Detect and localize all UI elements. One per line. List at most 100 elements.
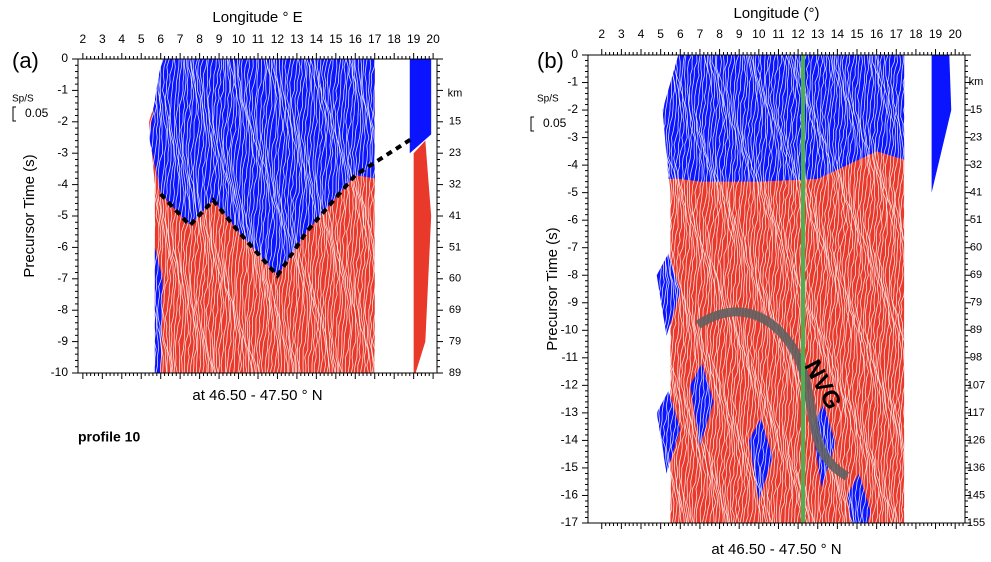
trace-line (276, 59, 283, 373)
km-label: km (448, 88, 463, 100)
trace-line (759, 55, 767, 523)
km-tick-label: 23 (449, 147, 461, 159)
subtitle: at 46.50 - 47.50 ° N (192, 387, 322, 404)
scale-value: 0.05 (25, 106, 49, 120)
x-tick-label: 12 (271, 32, 285, 46)
trace-line (369, 59, 377, 373)
trace-line (180, 59, 187, 373)
x-tick-label: 13 (811, 27, 825, 41)
blue-phase (409, 59, 432, 154)
trace-line (787, 55, 795, 523)
trace-line (670, 55, 678, 523)
km-tick-label: 136 (967, 462, 985, 474)
y-tick-label: -7 (567, 240, 578, 254)
trace-line (174, 59, 182, 373)
trace-line (746, 55, 755, 523)
panel-label: (b) (537, 48, 564, 73)
trace-line (828, 55, 837, 523)
x-tick-label: 2 (80, 32, 87, 46)
km-tick-label: 89 (970, 324, 982, 336)
x-tick-label: 17 (890, 27, 904, 41)
trace-line (298, 59, 307, 373)
x-tick-label: 2 (598, 27, 605, 41)
trace-line (222, 59, 231, 373)
trace-line (894, 55, 903, 523)
trace-line (278, 59, 286, 373)
trace-line (323, 59, 332, 373)
y-tick-label: -6 (567, 212, 578, 226)
x-tick-label: 11 (252, 32, 265, 46)
trace-line (172, 59, 180, 373)
km-tick-label: 89 (449, 367, 461, 379)
trace-line (823, 55, 832, 523)
y-tick-label: -5 (57, 208, 68, 222)
trace-line (889, 55, 897, 523)
trace-line (151, 59, 160, 373)
trace-line (307, 59, 314, 373)
trace-line (688, 55, 696, 523)
trace-line (250, 59, 259, 373)
trace-line (212, 59, 221, 373)
traces (654, 55, 952, 523)
x-tick-label: 9 (216, 32, 223, 46)
trace-line (754, 55, 763, 523)
scale-bar (12, 106, 16, 122)
trace-line (326, 59, 334, 373)
km-tick-label: 79 (449, 336, 461, 348)
trace-line (230, 59, 238, 373)
trace-line (695, 55, 703, 523)
trace-line (273, 59, 281, 373)
trace-line (846, 55, 854, 523)
y-tick-label: -2 (57, 114, 68, 128)
trace-line (703, 55, 712, 523)
trace-line (248, 59, 256, 373)
trace-line (833, 55, 842, 523)
x-tick-label: 18 (909, 27, 923, 41)
trace-line (848, 55, 857, 523)
x-tick-label: 16 (870, 27, 884, 41)
trace-line (346, 59, 355, 373)
trace-line (237, 59, 246, 373)
y-tick-label: -1 (57, 83, 68, 97)
trace-line (169, 59, 177, 373)
trace-line (772, 55, 780, 523)
trace-line (205, 59, 213, 373)
trace-line (283, 59, 291, 373)
trace-line (749, 55, 758, 523)
trace-line (710, 55, 719, 523)
trace-line (903, 55, 911, 523)
trace-line (334, 59, 342, 373)
trace-line (265, 59, 274, 373)
km-tick-label: 41 (970, 187, 982, 199)
trace-line (693, 55, 701, 523)
trace-line (281, 59, 289, 373)
trace-line (853, 55, 862, 523)
y-tick-label: -9 (567, 295, 578, 309)
x-tick-label: 16 (349, 32, 363, 46)
trace-line (319, 59, 327, 373)
trace-line (253, 59, 261, 373)
trace-line (838, 55, 847, 523)
profile-note: profile 10 (78, 429, 140, 445)
trace-line (785, 55, 793, 523)
x-tick-label: 4 (118, 32, 125, 46)
km-tick-label: 107 (967, 379, 985, 391)
x-tick-label: 7 (177, 32, 184, 46)
trace-line (744, 55, 752, 523)
y-tick-label: 0 (571, 47, 578, 61)
trace-line (349, 59, 357, 373)
x-tick-label: 8 (716, 27, 723, 41)
x-tick-label: 5 (657, 27, 664, 41)
y-tick-label: -14 (561, 433, 579, 447)
x-tick-label: 9 (736, 27, 743, 41)
km-tick-label: 98 (970, 352, 982, 364)
y-tick-label: 0 (61, 51, 68, 65)
trace-line (690, 55, 699, 523)
trace-line (700, 55, 709, 523)
trace-line (680, 55, 688, 523)
y-tick-label: -4 (567, 157, 578, 171)
trace-line (657, 55, 666, 523)
trace-line (879, 55, 888, 523)
trace-line (379, 59, 387, 373)
